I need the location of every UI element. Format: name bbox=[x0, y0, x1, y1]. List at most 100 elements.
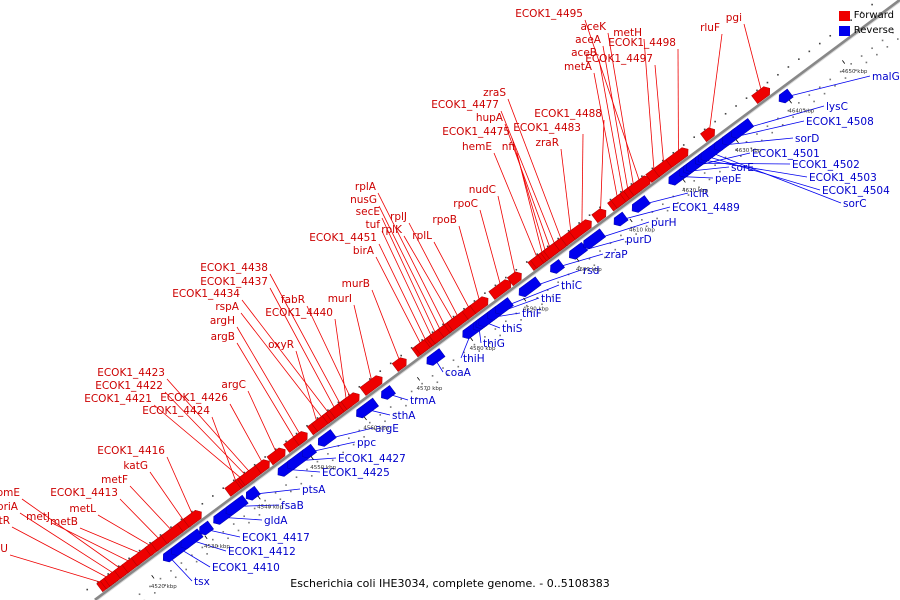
gene-label[interactable]: hupA bbox=[476, 112, 504, 124]
gene-label[interactable]: birA bbox=[353, 245, 375, 257]
gene-label[interactable]: metF bbox=[101, 474, 128, 486]
gene-label[interactable]: ECOK1_4425 bbox=[322, 467, 390, 479]
gene-label[interactable]: ECOK1_4423 bbox=[97, 367, 165, 379]
gene-rpoC[interactable] bbox=[488, 277, 514, 300]
gene-label[interactable]: aceK bbox=[580, 21, 607, 33]
gene-label[interactable]: argE bbox=[375, 423, 399, 435]
gene-label[interactable]: ECOK1_4424 bbox=[142, 405, 210, 417]
gene-label[interactable]: rpoC bbox=[453, 198, 478, 210]
gene-ECOK1_4498[interactable] bbox=[665, 145, 691, 168]
gene-label[interactable]: argH bbox=[210, 315, 235, 327]
gene-argC[interactable] bbox=[266, 446, 288, 466]
gene-rsd[interactable] bbox=[516, 276, 542, 299]
gene-label[interactable]: thiF bbox=[522, 308, 542, 320]
gene-label[interactable]: metJ bbox=[26, 511, 50, 523]
gene-label[interactable]: secE bbox=[356, 206, 380, 218]
gene-fabR[interactable] bbox=[340, 390, 362, 411]
gene-label[interactable]: rpmE bbox=[0, 487, 20, 499]
gene-label[interactable]: ECOK1_4503 bbox=[809, 172, 877, 184]
gene-label[interactable]: lysC bbox=[826, 101, 848, 113]
gene-label[interactable]: priA bbox=[0, 501, 19, 513]
gene-label[interactable]: zraS bbox=[483, 87, 506, 99]
gene-trmA[interactable] bbox=[378, 385, 396, 401]
gene-label[interactable]: metB bbox=[50, 516, 78, 528]
gene-label[interactable]: rplJ bbox=[390, 211, 407, 223]
gene-label[interactable]: ECOK1_4483 bbox=[513, 122, 581, 134]
gene-murB[interactable] bbox=[391, 355, 409, 372]
gene-label[interactable]: ECOK1_4497 bbox=[585, 53, 653, 65]
gene-label[interactable]: malG bbox=[872, 71, 900, 83]
gene-ECOK1_4417[interactable] bbox=[196, 520, 214, 537]
gene-label[interactable]: ECOK1_4438 bbox=[200, 262, 268, 274]
gene-label[interactable]: nusG bbox=[350, 194, 377, 206]
gene-label[interactable]: thiC bbox=[561, 280, 582, 292]
gene-zraP[interactable] bbox=[547, 259, 565, 275]
gene-label[interactable]: purH bbox=[651, 217, 677, 229]
gene-label[interactable]: ECOK1_4412 bbox=[228, 546, 296, 558]
gene-label[interactable]: rplA bbox=[355, 181, 377, 193]
gene-label[interactable]: ptsA bbox=[302, 484, 326, 496]
gene-label[interactable]: pepE bbox=[715, 173, 741, 185]
gene-label[interactable]: ECOK1_4477 bbox=[431, 99, 499, 111]
gene-label[interactable]: ECOK1_4421 bbox=[84, 393, 152, 405]
gene-label[interactable]: murB bbox=[342, 278, 370, 290]
gene-label[interactable]: ECOK1_4488 bbox=[534, 108, 602, 120]
gene-ppc[interactable] bbox=[299, 443, 318, 460]
gene-label[interactable]: nfi bbox=[502, 141, 515, 153]
gene-label[interactable]: ECOK1_4508 bbox=[806, 116, 874, 128]
gene-murI[interactable] bbox=[359, 373, 385, 396]
gene-label[interactable]: rpoB bbox=[432, 214, 457, 226]
gene-label[interactable]: argB bbox=[211, 331, 235, 343]
gene-label[interactable]: aceA bbox=[575, 34, 602, 46]
gene-label[interactable]: rplL bbox=[412, 230, 432, 242]
gene-label[interactable]: ECOK1_4489 bbox=[672, 202, 740, 214]
gene-label[interactable]: thiG bbox=[483, 338, 505, 350]
gene-label[interactable]: argC bbox=[221, 379, 246, 391]
gene-label[interactable]: coaA bbox=[445, 367, 472, 379]
gene-ECOK1_4488[interactable] bbox=[591, 206, 609, 224]
gene-label[interactable]: ECOK1_4416 bbox=[97, 445, 165, 457]
gene-purD[interactable] bbox=[566, 241, 588, 261]
gene-coaA[interactable] bbox=[424, 348, 446, 368]
gene-label[interactable]: pgi bbox=[726, 12, 742, 24]
gene-label[interactable]: rplK bbox=[381, 224, 403, 236]
gene-label[interactable]: zraP bbox=[605, 249, 628, 261]
gene-nudC[interactable] bbox=[506, 269, 524, 287]
gene-label[interactable]: katG bbox=[123, 460, 148, 472]
gene-label[interactable]: tuf bbox=[366, 219, 381, 231]
gene-label[interactable]: ECOK1_4426 bbox=[160, 392, 228, 404]
gene-ECOK1_4416[interactable] bbox=[182, 508, 204, 528]
gene-label[interactable]: cytR bbox=[0, 515, 10, 527]
gene-label[interactable]: ECOK1_4475 bbox=[442, 126, 510, 138]
gene-argE[interactable] bbox=[315, 429, 337, 449]
gene-label[interactable]: ECOK1_4413 bbox=[50, 487, 118, 499]
gene-malG[interactable] bbox=[776, 88, 794, 105]
gene-label[interactable]: ECOK1_4502 bbox=[792, 159, 860, 171]
gene-label[interactable]: ECOK1_4498 bbox=[608, 37, 676, 49]
gene-label[interactable]: fabR bbox=[281, 294, 305, 306]
gene-label[interactable]: rspA bbox=[215, 301, 239, 313]
gene-rluF[interactable] bbox=[700, 125, 717, 143]
gene-label[interactable]: sthA bbox=[392, 410, 416, 422]
gene-label[interactable]: zraR bbox=[535, 137, 559, 149]
gene-label[interactable]: nudC bbox=[469, 184, 496, 196]
gene-purH[interactable] bbox=[580, 228, 606, 251]
gene-label[interactable]: tsx bbox=[194, 576, 210, 588]
gene-label[interactable]: ECOK1_4495 bbox=[515, 8, 583, 20]
gene-label[interactable]: oxyR bbox=[268, 339, 294, 351]
gene-label[interactable]: thiH bbox=[463, 353, 485, 365]
gene-label[interactable]: ECOK1_4451 bbox=[309, 232, 377, 244]
gene-label[interactable]: ECOK1_4440 bbox=[265, 307, 333, 319]
gene-label[interactable]: murI bbox=[328, 293, 352, 305]
gene-label[interactable]: trmA bbox=[410, 395, 436, 407]
gene-label[interactable]: aceB bbox=[571, 47, 597, 59]
gene-label[interactable]: ECOK1_4434 bbox=[172, 288, 240, 300]
gene-label[interactable]: ECOK1_4437 bbox=[200, 276, 268, 288]
gene-iclR[interactable] bbox=[629, 195, 651, 215]
gene-label[interactable]: ECOK1_4504 bbox=[822, 185, 890, 197]
gene-label[interactable]: ppc bbox=[357, 437, 376, 449]
gene-label[interactable]: metA bbox=[564, 61, 593, 73]
gene-label[interactable]: sorC bbox=[843, 198, 867, 210]
gene-label[interactable]: iclR bbox=[690, 188, 709, 200]
gene-thiC[interactable] bbox=[492, 297, 514, 317]
